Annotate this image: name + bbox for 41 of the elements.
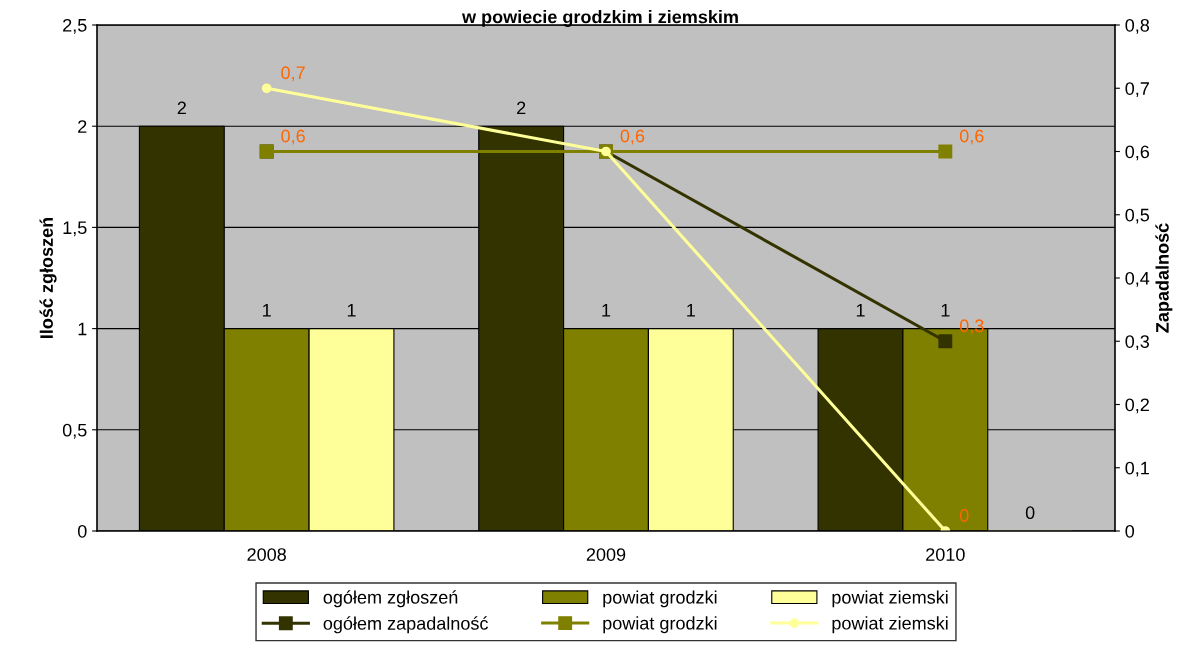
y2-tick-label: 0,6 — [1125, 145, 1150, 161]
data-label: 0,7 — [281, 66, 305, 82]
x-tick-label: 2010 — [926, 548, 965, 561]
legend-label: ogółem zapadalność — [323, 616, 488, 634]
y2-tick-label: 0,8 — [1125, 18, 1150, 34]
y2-tick-label: 0 — [1125, 524, 1135, 538]
y2-tick-label: 0,5 — [1125, 208, 1150, 224]
data-label: 0,6 — [959, 129, 984, 145]
data-label: 1 — [263, 304, 271, 317]
data-label: 0 — [1025, 506, 1035, 520]
data-label: 2 — [177, 101, 186, 115]
data-label: 1 — [602, 304, 611, 317]
legend-label: powiat ziemski — [832, 616, 948, 634]
x-tick-label: 2009 — [586, 548, 626, 561]
data-label: 1 — [687, 304, 695, 317]
data-label: 0,6 — [281, 129, 305, 145]
data-label: 2 — [517, 101, 526, 115]
y-axis-title: Ilość zgłoszeń — [39, 217, 57, 338]
y2-tick-label: 0,3 — [1125, 335, 1150, 351]
legend-label: powiat grodzki — [603, 590, 717, 608]
data-label: 1 — [941, 304, 950, 317]
y2-tick-label: 0,1 — [1125, 461, 1149, 477]
y2-tick-label: 0,2 — [1125, 398, 1149, 414]
y-tick-label: 1 — [78, 322, 87, 336]
y2-tick-label: 0,4 — [1125, 271, 1150, 287]
y2-axis-title: Zapadalność — [1155, 223, 1173, 333]
data-label: 0 — [959, 509, 969, 522]
legend-label: powiat grodzki — [603, 616, 717, 634]
x-tick-label: 2008 — [247, 548, 286, 561]
chart-title: w powiecie grodzkim i ziemskim — [461, 10, 738, 27]
y2-tick-label: 0,7 — [1125, 82, 1149, 98]
y-tick-label: 0,5 — [62, 423, 87, 439]
data-label: 1 — [347, 304, 356, 317]
legend-label: ogółem zgłoszeń — [323, 590, 458, 608]
data-label: 0,6 — [620, 129, 645, 145]
legend-label: powiat ziemski — [832, 590, 948, 608]
y-tick-label: 2,5 — [63, 18, 87, 34]
data-label: 1 — [856, 304, 865, 317]
y-tick-label: 0 — [77, 524, 87, 538]
y-tick-label: 2 — [78, 120, 87, 133]
y-tick-label: 1,5 — [63, 221, 87, 237]
